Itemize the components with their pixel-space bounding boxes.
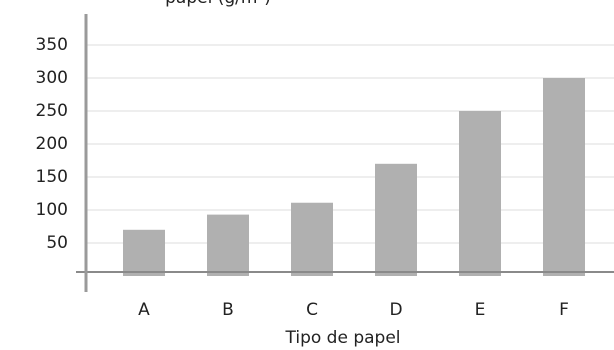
bar xyxy=(291,202,333,276)
bar xyxy=(123,229,165,276)
y-tick-label: 150 xyxy=(36,167,68,187)
y-tick-label: 350 xyxy=(36,35,68,55)
chart-title: papel (g/m²) xyxy=(165,0,271,8)
bar xyxy=(207,214,249,276)
bar xyxy=(459,111,501,276)
x-tick-label: F xyxy=(559,300,569,320)
x-tick-label: E xyxy=(475,300,486,320)
bar xyxy=(375,163,417,276)
x-tick-label: C xyxy=(306,300,318,320)
x-tick-label: D xyxy=(389,300,402,320)
x-tick-label: B xyxy=(222,300,234,320)
y-tick-label: 300 xyxy=(36,68,68,88)
y-tick-label: 250 xyxy=(36,101,68,121)
x-axis-title: Tipo de papel xyxy=(284,328,400,348)
x-tick-label: A xyxy=(138,300,150,320)
y-tick-label: 200 xyxy=(36,134,68,154)
y-tick-label: 50 xyxy=(46,233,68,253)
bar xyxy=(543,78,585,276)
y-tick-label: 100 xyxy=(36,200,68,220)
